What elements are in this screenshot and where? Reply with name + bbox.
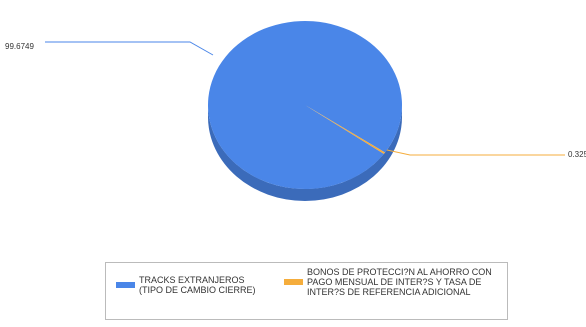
legend-item: TRACKS EXTRANJEROS (TIPO DE CAMBIO CIERR… [116, 275, 286, 295]
legend-label: BONOS DE PROTECCI?N AL AHORRO CON PAGO M… [307, 267, 492, 297]
pie-slice [305, 105, 386, 154]
pie-slice [207, 21, 402, 190]
legend-swatch [284, 279, 303, 285]
legend: TRACKS EXTRANJEROS (TIPO DE CAMBIO CIERR… [105, 262, 508, 320]
legend-swatch [116, 282, 135, 288]
value-label: 0.3251 [568, 150, 586, 159]
leader-line [45, 41, 214, 56]
legend-item: BONOS DE PROTECCI?N AL AHORRO CON PAGO M… [284, 267, 504, 297]
leader-line [386, 149, 565, 156]
value-label: 99.6749 [5, 42, 34, 51]
pie-plot: 99.6749 0.3251 [5, 21, 586, 201]
legend-label: TRACKS EXTRANJEROS (TIPO DE CAMBIO CIERR… [139, 275, 256, 295]
